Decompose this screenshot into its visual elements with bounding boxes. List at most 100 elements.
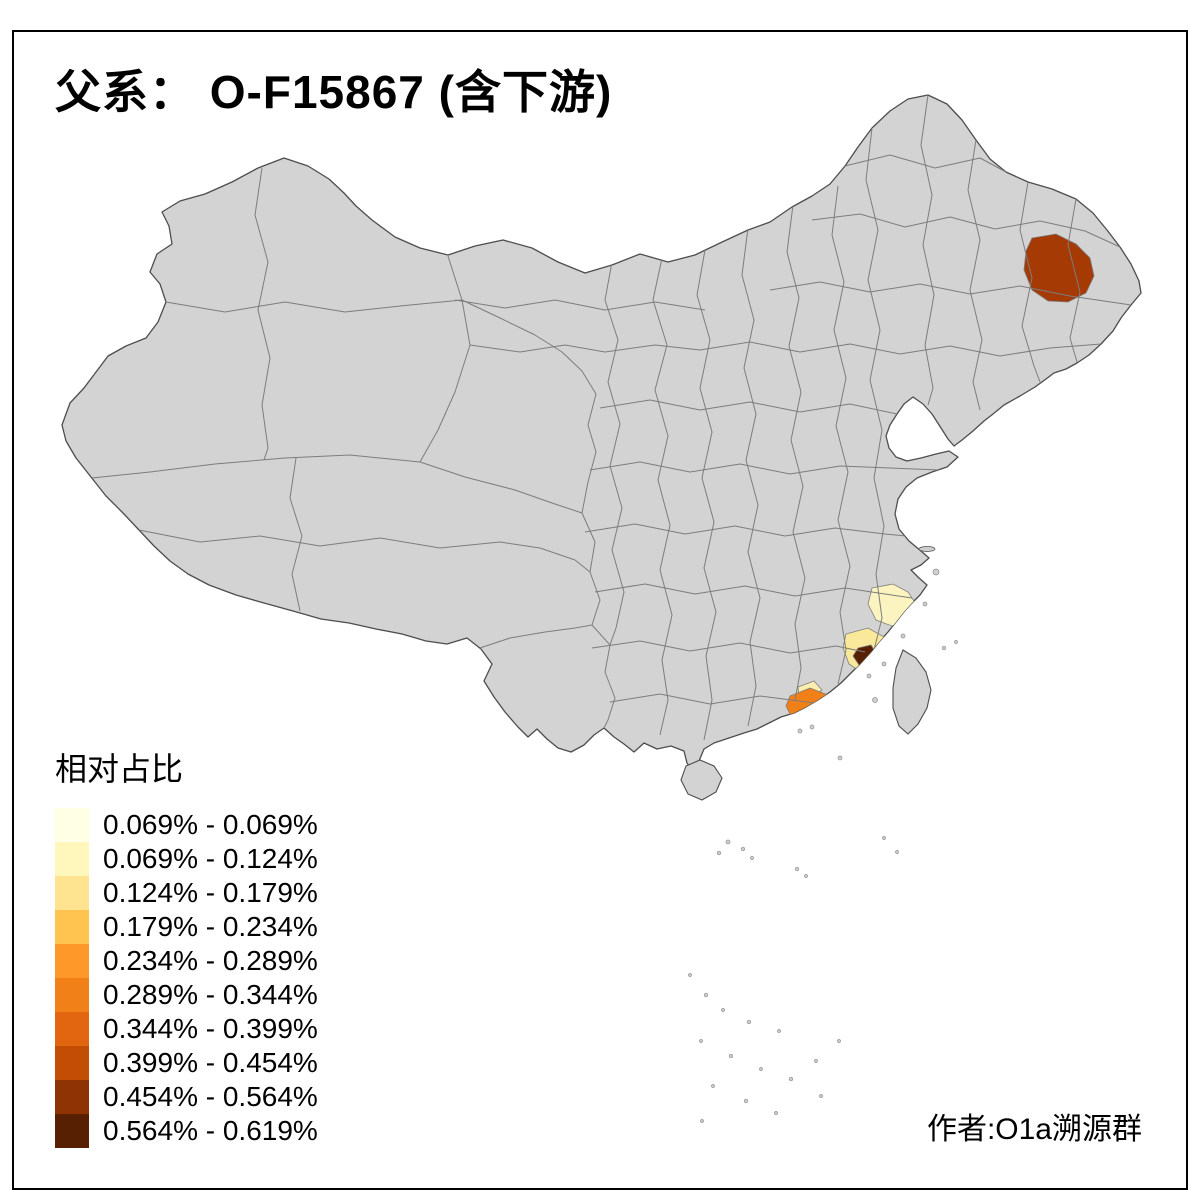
internal-border (479, 624, 593, 649)
legend-label: 0.234% - 0.289% (103, 945, 318, 976)
island-dot (788, 1076, 794, 1082)
internal-border (699, 341, 1102, 357)
island-dot (797, 728, 803, 734)
island-dot (804, 874, 808, 878)
island-dot (954, 640, 958, 644)
internal-border (609, 693, 816, 705)
legend-label: 0.564% - 0.619% (103, 1115, 318, 1146)
island-dot (688, 973, 692, 977)
legend-title: 相对占比 (55, 751, 184, 787)
legend-item: 0.069% - 0.069% (55, 808, 318, 842)
attribution-text: 作者:O1a溯源群 (926, 1113, 1142, 1146)
island-dot (819, 1094, 823, 1098)
internal-borders (91, 95, 1132, 741)
internal-border (461, 299, 597, 395)
internal-border (165, 299, 463, 313)
island-dot (932, 568, 940, 576)
island-dot (837, 755, 843, 761)
island-dot (746, 1019, 752, 1025)
legend-swatch (55, 1080, 89, 1114)
island-dot (700, 1119, 704, 1123)
internal-border (696, 249, 717, 741)
island-dot (703, 992, 709, 998)
island-dot (837, 1039, 841, 1043)
internal-border (589, 461, 941, 475)
internal-border (652, 257, 673, 736)
internal-border (591, 624, 616, 729)
internal-border (599, 399, 898, 415)
legend-item: 0.069% - 0.124% (55, 842, 318, 876)
legend-item: 0.289% - 0.344% (55, 978, 318, 1012)
internal-border (289, 457, 303, 612)
island-dot (872, 697, 878, 703)
internal-border (811, 213, 1121, 248)
legend-swatch (55, 978, 89, 1012)
island-dot (922, 601, 928, 607)
legend-label: 0.124% - 0.179% (103, 877, 318, 908)
legend-item: 0.399% - 0.454% (55, 1046, 318, 1080)
island-dot (881, 661, 887, 667)
internal-border (920, 95, 935, 406)
legend-label: 0.399% - 0.454% (103, 1047, 318, 1078)
island-dot (699, 1039, 703, 1043)
island-dot (900, 633, 906, 639)
island-dot (716, 850, 722, 856)
internal-border (769, 281, 1132, 306)
island-dot (895, 850, 899, 854)
legend: 相对占比 0.069% - 0.069% 0.069% - 0.124% 0.124… (55, 744, 318, 1148)
internal-border (604, 261, 625, 646)
island-dot (777, 1029, 781, 1033)
island-dot (794, 866, 800, 872)
legend-swatch (55, 1114, 89, 1148)
island-dot (941, 645, 947, 651)
internal-border (584, 523, 907, 537)
legend-label: 0.344% - 0.399% (103, 1013, 318, 1044)
island-dot (743, 1098, 749, 1104)
islands (680, 546, 936, 801)
plot-border (12, 30, 1188, 1190)
legend-swatch (55, 876, 89, 910)
legend-swatch (55, 808, 89, 842)
legend-swatch (55, 910, 89, 944)
legend-swatch (55, 842, 89, 876)
legend-item: 0.454% - 0.564% (55, 1080, 318, 1114)
legend-label: 0.454% - 0.564% (103, 1081, 318, 1112)
island-dot (774, 1111, 778, 1115)
island-dot (814, 1059, 818, 1063)
legend-swatch (55, 1012, 89, 1046)
island-dot (882, 836, 886, 840)
internal-border (591, 640, 866, 654)
internal-border (865, 127, 885, 651)
legend-swatch (55, 944, 89, 978)
island-dot (809, 724, 815, 730)
sea-islands (688, 568, 958, 1123)
internal-border (831, 185, 851, 685)
legend-item: 0.344% - 0.399% (55, 1012, 318, 1046)
legend-label: 0.179% - 0.234% (103, 911, 318, 942)
hainan-island (680, 759, 723, 801)
legend-item: 0.124% - 0.179% (55, 876, 318, 910)
legend-label: 0.069% - 0.069% (103, 809, 318, 840)
internal-border (419, 255, 471, 463)
island-dot (725, 839, 731, 845)
page-title: 父系： O-F15867 (含下游) (55, 66, 613, 118)
internal-border (91, 454, 421, 479)
internal-border (254, 167, 271, 461)
internal-border (844, 154, 1007, 173)
island-dot (866, 673, 872, 679)
internal-border (741, 227, 761, 727)
legend-item: 0.179% - 0.234% (55, 910, 318, 944)
taiwan-island (892, 649, 932, 735)
internal-border (1019, 181, 1041, 383)
island-dot (728, 1053, 734, 1059)
internal-border (594, 583, 913, 599)
legend-swatch (55, 1046, 89, 1080)
legend-items: 0.069% - 0.069% 0.069% - 0.124% 0.124% - 0… (55, 808, 318, 1148)
island-dot (759, 1067, 763, 1071)
legend-label: 0.069% - 0.124% (103, 843, 318, 874)
island-dot (711, 1084, 715, 1088)
legend-label: 0.289% - 0.344% (103, 979, 318, 1010)
internal-border (469, 344, 701, 353)
island-dot (740, 846, 746, 852)
